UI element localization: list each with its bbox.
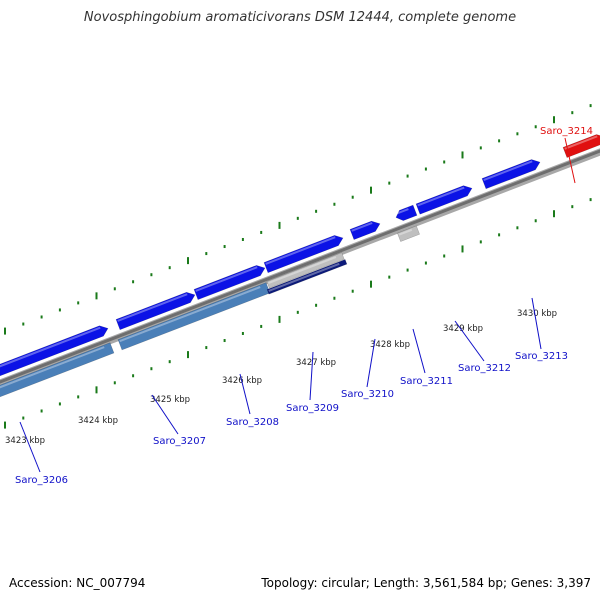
gene-labels: Saro_3206Saro_3207Saro_3208Saro_3209Saro…: [15, 126, 593, 486]
gene-saro-3207[interactable]: [115, 290, 197, 331]
gene-saro-3209-navy[interactable]: [266, 259, 348, 295]
gene-saro-3206-rev-shape[interactable]: [0, 342, 115, 399]
leader-line: [564, 137, 576, 184]
gene-saro-3210-shine: [351, 222, 373, 232]
gene-saro-3209-grey-shine: [268, 256, 337, 284]
gene-saro-3207-shine: [117, 293, 188, 322]
leader-line: [151, 394, 179, 435]
gene-saro-3213[interactable]: [481, 157, 542, 190]
leader-line: [366, 338, 376, 388]
gene-saro-3210-shape[interactable]: [349, 219, 382, 240]
scale-label: 3427 kbp: [296, 358, 336, 368]
gene-label[interactable]: Saro_3208: [226, 417, 279, 428]
gene-saro-3208[interactable]: [193, 263, 267, 300]
leader-line: [309, 351, 314, 401]
gene-saro-3214-shine: [564, 135, 598, 150]
gene-label[interactable]: Saro_3207: [153, 436, 206, 447]
gene-saro-3206-rev-shine: [0, 346, 105, 391]
gene-saro-3209-navy-shine: [268, 262, 340, 292]
scale-label: 3423 kbp: [5, 436, 45, 446]
gene-saro-3206-shape[interactable]: [0, 323, 110, 378]
gene-saro-3211-shine: [395, 208, 409, 215]
gene-saro-3212-shine: [417, 186, 465, 207]
gene-saro-3208-shape[interactable]: [193, 263, 267, 300]
gene-saro-3207-rev-shine: [119, 286, 261, 343]
gene-saro-3213-shape[interactable]: [481, 157, 542, 190]
gene-saro-3214-shape[interactable]: [562, 132, 600, 158]
gene-label[interactable]: Saro_3210: [341, 389, 394, 400]
gene-saro-3211[interactable]: [394, 204, 418, 223]
accession-text: Accession: NC_007794: [9, 576, 146, 590]
scale-label: 3428 kbp: [370, 340, 410, 350]
scale-label: 3425 kbp: [150, 395, 190, 405]
leader-line: [412, 328, 426, 374]
gene-saro-3211-grey-shine: [398, 228, 413, 236]
gene-label[interactable]: Saro_3214: [540, 126, 593, 137]
gene-saro-3208-shine: [195, 266, 258, 292]
scale-label: 3429 kbp: [443, 324, 483, 334]
gene-saro-3214[interactable]: [562, 132, 600, 158]
leader-line: [239, 373, 251, 415]
scale-label: 3430 kbp: [517, 309, 557, 319]
backbone-core: [0, 149, 600, 384]
tick-marks: [4, 104, 592, 429]
gene-saro-3211-grey-shape[interactable]: [397, 225, 420, 242]
gene-saro-3211-shape[interactable]: [394, 204, 418, 223]
gene-saro-3211-grey[interactable]: [397, 225, 420, 242]
scale-label: 3424 kbp: [78, 416, 118, 426]
gene-label[interactable]: Saro_3212: [458, 363, 511, 374]
gene-saro-3206[interactable]: [0, 323, 110, 378]
gene-label[interactable]: Saro_3213: [515, 351, 568, 362]
leader-line: [19, 421, 41, 473]
gene-saro-3213-shine: [483, 160, 533, 181]
gene-label[interactable]: Saro_3206: [15, 475, 68, 486]
gene-saro-3209-shine: [265, 236, 336, 265]
gene-saro-3207-shape[interactable]: [115, 290, 197, 331]
gene-label[interactable]: Saro_3211: [400, 376, 453, 387]
map-title: Novosphingobium aromaticivorans DSM 1244…: [83, 10, 517, 25]
gene-saro-3210[interactable]: [349, 219, 382, 240]
gene-saro-3206-rev[interactable]: [0, 342, 115, 399]
gene-features: [0, 132, 600, 399]
genome-backbone: [0, 148, 600, 387]
leader-line: [531, 297, 542, 350]
gene-saro-3212-shape[interactable]: [415, 183, 474, 215]
gene-saro-3209-grey-shape[interactable]: [266, 252, 345, 289]
gene-saro-3206-shine: [0, 326, 101, 370]
topology-text: Topology: circular; Length: 3,561,584 bp…: [261, 576, 591, 590]
gene-saro-3209-shape[interactable]: [263, 233, 345, 274]
gene-saro-3212[interactable]: [415, 183, 474, 215]
gene-saro-3209[interactable]: [263, 233, 345, 274]
gene-label[interactable]: Saro_3209: [286, 403, 339, 414]
gene-saro-3209-navy-shape[interactable]: [266, 259, 348, 295]
gene-saro-3209-grey[interactable]: [266, 252, 345, 289]
leader-line: [454, 320, 485, 362]
